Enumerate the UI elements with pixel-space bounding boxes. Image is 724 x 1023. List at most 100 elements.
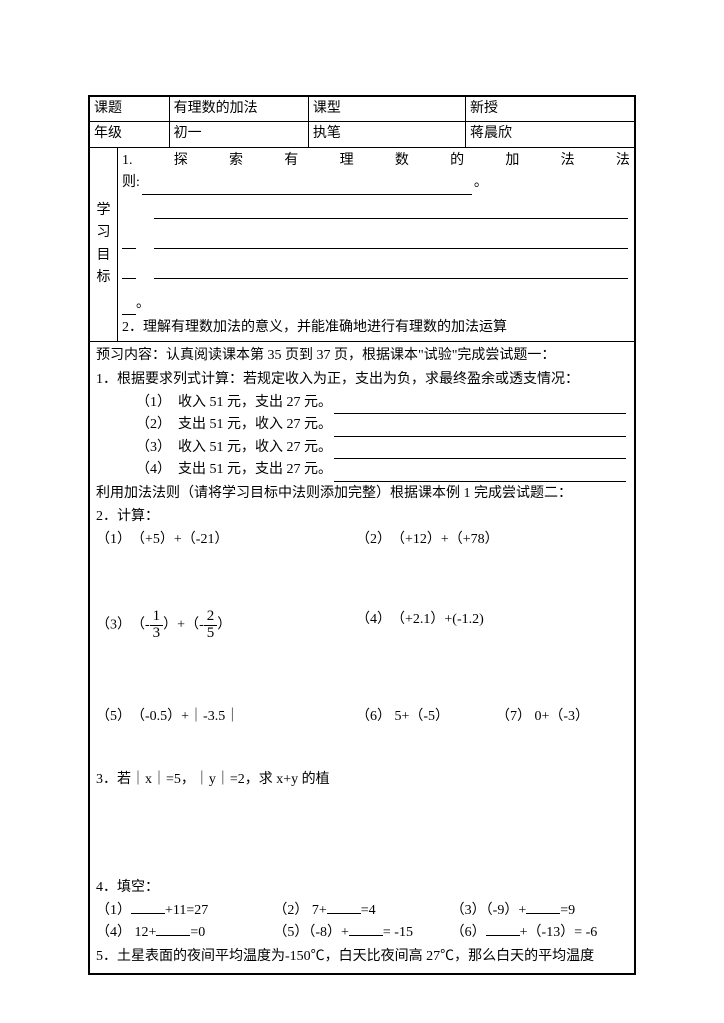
goal-table: 学 习 目 标 1. 探 索 有 理 数 的 加 法 法 [89, 148, 635, 343]
fill-3: （3）（-9）+ =9 [451, 900, 628, 922]
blank-underline [154, 263, 628, 279]
frac-num: 1 [150, 609, 164, 626]
goal-side-char: 目 [97, 248, 111, 263]
calc-row-2: （3） （-13）+（-25） （4） （+2.1）+(-1.2) [96, 609, 628, 642]
calc-3: （3） （-13）+（-25） [96, 609, 356, 642]
goal-word: 的 [450, 150, 464, 172]
period: 。 [136, 293, 150, 315]
blank-underline [334, 443, 626, 459]
period: 。 [474, 172, 488, 194]
header-row-1: 课题 有理数的加法 课型 新授 [90, 97, 635, 122]
fill-1: （1） +11=27 [96, 900, 273, 922]
frac-den: 3 [150, 626, 164, 642]
calc-1: （1） （+5）+（-21） [96, 529, 356, 551]
blank-underline-short [122, 233, 136, 249]
blank-underline-short [122, 263, 136, 279]
hdr-grade-value: 初一 [169, 122, 308, 147]
blank-slot [327, 900, 361, 914]
hdr-topic-label: 课题 [90, 97, 170, 122]
fill-6: （6） +（-13）= -6 [451, 922, 628, 944]
preview-title: 预习内容：认真阅读课本第 35 页到 37 页，根据课本"试验"完成尝试题一： [96, 344, 628, 368]
fraction: 25 [204, 609, 218, 642]
item-text: （1） 收入 51 元，支出 27 元。 [136, 392, 332, 414]
blank-underline [334, 466, 626, 482]
calc-2: （2） （+12）+（+78） [356, 529, 536, 551]
calc-row-3: （5） （-0.5）+｜-3.5｜ （6） 5+（-5） （7） 0+（-3） [96, 706, 628, 728]
goal-body: 1. 探 索 有 理 数 的 加 法 法 则: 。 [118, 148, 635, 342]
item-text: （3） 收入 51 元，收入 27 元。 [136, 437, 332, 459]
goal-spread-line: 1. 探 索 有 理 数 的 加 法 法 [122, 150, 630, 172]
header-table: 课题 有理数的加法 课型 新授 年级 初一 执笔 蒋晨欣 [89, 96, 635, 148]
calc-3-mid: ）+（- [163, 618, 204, 633]
fill-pre: （6） [451, 925, 486, 940]
hdr-topic-value: 有理数的加法 [169, 97, 308, 122]
hdr-type-value: 新授 [465, 97, 634, 122]
fill-post: +11=27 [165, 903, 208, 918]
blank-underline [142, 179, 472, 195]
hdr-grade-label: 年级 [90, 122, 170, 147]
calc-title: 2．计算： [96, 505, 628, 529]
calc-7: （7） 0+（-3） [496, 706, 589, 728]
blank-slot [131, 900, 165, 914]
item-text: （4） 支出 51 元，支出 27 元。 [136, 459, 332, 481]
fill-5: （5）（-8）+ = -15 [273, 922, 450, 944]
goal-word: 探 [174, 150, 188, 172]
worksheet: 课题 有理数的加法 课型 新授 年级 初一 执笔 蒋晨欣 学 习 目 标 1. … [88, 95, 636, 975]
fill-pre: （1） [96, 903, 131, 918]
goal-word: 1. [122, 150, 133, 172]
blank-underline [154, 233, 628, 249]
blank-slot [156, 922, 190, 936]
fill-2: （2） 7+ =4 [273, 900, 450, 922]
fill-post: +（-13）= -6 [520, 925, 598, 940]
blank-slot [486, 922, 520, 936]
fill-post: =4 [361, 903, 376, 918]
fill-pre: （3）（-9）+ [451, 903, 527, 918]
fill-pre: （2） 7+ [273, 903, 326, 918]
calc-5: （5） （-0.5）+｜-3.5｜ [96, 706, 356, 728]
hdr-type-label: 课型 [308, 97, 465, 122]
goal-word: 法 [561, 150, 575, 172]
goal-rule-line [122, 263, 630, 279]
hdr-writer-value: 蒋晨欣 [465, 122, 634, 147]
calc-3-pre: （3） （- [96, 618, 150, 633]
main-body: 预习内容：认真阅读课本第 35 页到 37 页，根据课本"试验"完成尝试题一： … [89, 342, 635, 973]
goal-apply-line: 利用加法法则（请将学习目标中法则添加完整）根据课本例 1 完成尝试题二： [96, 482, 628, 506]
blank-slot [349, 922, 383, 936]
frac-den: 5 [204, 626, 218, 642]
blank-slot [526, 900, 560, 914]
goal-word: 加 [505, 150, 519, 172]
blank-underline [154, 203, 628, 219]
fill-post: =9 [560, 903, 575, 918]
goal-line-2: 2．理解有理数加法的意义，并能准确地进行有理数的加法运算 [122, 317, 630, 339]
calc-3-post: ） [217, 618, 231, 633]
goal-rule-line [122, 203, 630, 219]
goal-word: 有 [284, 150, 298, 172]
goal-rule-prefix-row: 则: 。 [122, 172, 630, 194]
question-4: 4．填空： [96, 876, 628, 900]
fill-4: （4） 12+=0 [96, 922, 273, 944]
blank-underline [334, 398, 626, 414]
goal-side-label: 学 习 目 标 [90, 148, 118, 342]
goal-rule-line: 。 [122, 293, 630, 315]
header-row-2: 年级 初一 执笔 蒋晨欣 [90, 122, 635, 147]
fill-pre: （5）（-8）+ [273, 925, 349, 940]
fraction: 13 [150, 609, 164, 642]
goal-word: 理 [340, 150, 354, 172]
goal-rule-line [122, 233, 630, 249]
frac-num: 2 [204, 609, 218, 626]
fill-post: = -15 [383, 925, 413, 940]
item-text: （2） 支出 51 元，收入 27 元。 [136, 414, 332, 436]
blank-underline [334, 421, 626, 437]
rule-line: 1．根据要求列式计算：若规定收入为正，支出为负，求最终盈余或透支情况： [96, 368, 628, 392]
income-items: （1） 收入 51 元，支出 27 元。 （2） 支出 51 元，收入 27 元… [96, 392, 628, 482]
calc-row-1: （1） （+5）+（-21） （2） （+12）+（+78） [96, 529, 628, 551]
blank-underline-short [122, 299, 136, 315]
question-5: 5．土星表面的夜间平均温度为-150℃，白天比夜间高 27℃，那么白天的平均温度 [96, 945, 628, 969]
goal-rule-prefix: 则: [122, 172, 140, 194]
hdr-writer-label: 执笔 [308, 122, 465, 147]
goal-side-char: 习 [97, 225, 111, 240]
goal-word: 法 [616, 150, 630, 172]
goal-word: 索 [229, 150, 243, 172]
goal-side-char: 标 [97, 270, 111, 285]
goal-word: 数 [395, 150, 409, 172]
